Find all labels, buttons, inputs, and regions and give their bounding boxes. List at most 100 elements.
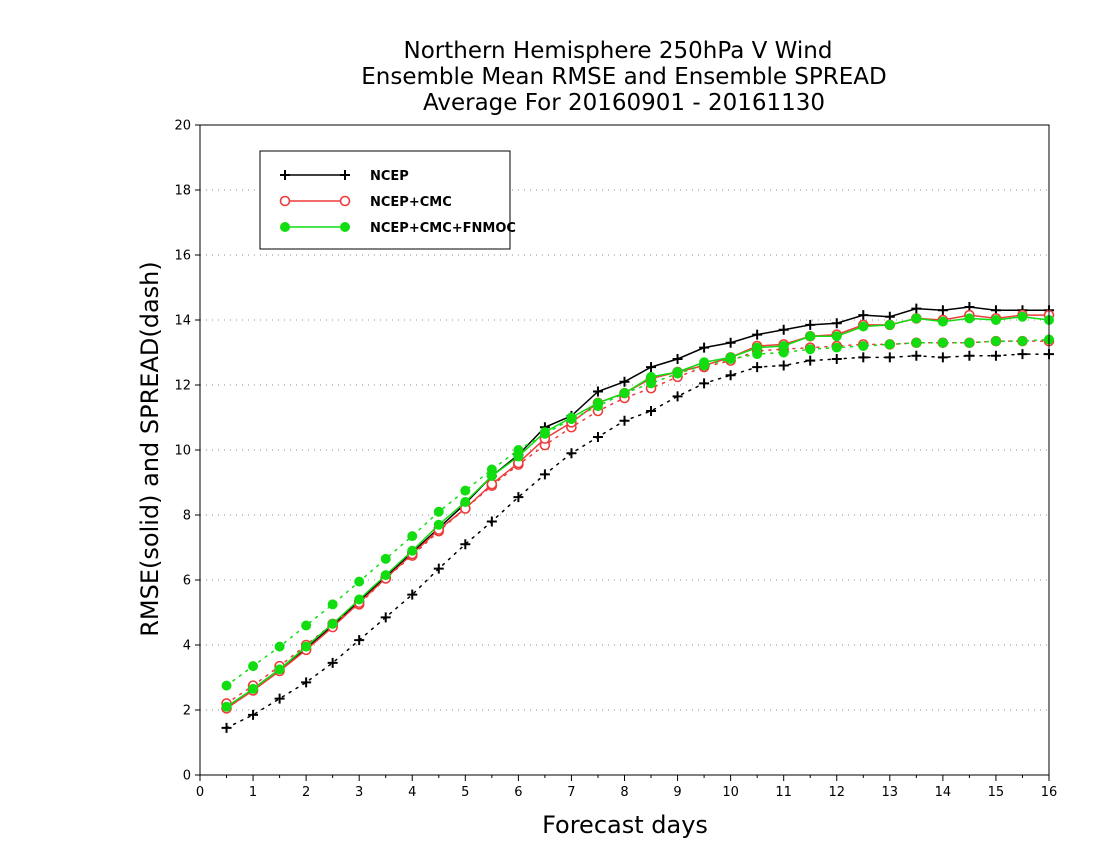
filled-circle-marker — [592, 397, 603, 408]
plus-marker — [248, 709, 259, 720]
chart-title-line-1: Northern Hemisphere 250hPa V Wind — [404, 38, 833, 64]
filled-circle-marker — [884, 339, 895, 350]
plus-marker — [831, 318, 842, 329]
y-tick-label: 6 — [183, 574, 191, 589]
plus-marker — [805, 319, 816, 330]
plus-marker — [725, 337, 736, 348]
x-tick-label: 5 — [461, 785, 469, 800]
plus-marker — [964, 350, 975, 361]
plus-marker — [340, 170, 350, 180]
plus-marker — [911, 303, 922, 314]
filled-circle-marker — [619, 388, 630, 399]
plus-marker — [672, 391, 683, 402]
filled-circle-marker — [884, 319, 895, 330]
filled-circle-marker — [805, 331, 816, 342]
plus-marker — [699, 342, 710, 353]
legend-label: NCEP+CMC+FNMOC — [370, 221, 516, 236]
y-tick-label: 0 — [183, 769, 191, 784]
plus-marker — [460, 539, 471, 550]
filled-circle-marker — [274, 641, 285, 652]
plus-marker — [937, 352, 948, 363]
x-tick-label: 4 — [408, 785, 416, 800]
plus-marker — [380, 612, 391, 623]
x-tick-label: 1 — [249, 785, 257, 800]
x-tick-label: 11 — [775, 785, 792, 800]
plus-marker — [778, 324, 789, 335]
legend-item: NCEP — [280, 169, 409, 184]
legend-item: NCEP+CMC+FNMOC — [280, 221, 516, 236]
filled-circle-marker — [539, 427, 550, 438]
series-ncep — [221, 302, 1054, 733]
filled-circle-marker — [831, 342, 842, 353]
y-tick-label: 12 — [174, 379, 191, 394]
filled-circle-marker — [937, 316, 948, 327]
filled-circle-marker — [725, 352, 736, 363]
filled-circle-marker — [460, 485, 471, 496]
y-tick-label: 14 — [174, 314, 191, 329]
x-tick-label: 10 — [722, 785, 739, 800]
x-tick-label: 6 — [514, 785, 522, 800]
y-tick-label: 18 — [174, 184, 191, 199]
filled-circle-marker — [858, 341, 869, 351]
filled-circle-marker — [831, 331, 842, 342]
filled-circle-marker — [301, 620, 312, 631]
series-ncep-cmc — [221, 309, 1055, 714]
plus-marker — [672, 354, 683, 364]
filled-circle-marker — [433, 519, 444, 530]
plus-marker — [433, 563, 444, 574]
plot-frame — [199, 124, 1050, 776]
filled-circle-marker — [380, 570, 391, 581]
filled-circle-marker — [964, 313, 975, 324]
filled-circle-marker — [858, 321, 869, 332]
legend-label: NCEP+CMC — [370, 195, 452, 210]
rmse-line — [226, 306, 1049, 709]
x-tick-label: 15 — [988, 785, 1005, 800]
filled-circle-marker — [646, 371, 657, 382]
plus-marker — [752, 329, 763, 340]
x-tick-label: 0 — [196, 785, 204, 800]
y-axis-title: RMSE(solid) and SPREAD(dash) — [136, 261, 164, 637]
plus-marker — [486, 516, 497, 527]
plus-marker — [592, 432, 603, 442]
plus-marker — [646, 362, 657, 373]
filled-circle-marker — [990, 315, 1001, 325]
filled-circle-marker — [911, 313, 922, 324]
filled-circle-marker — [354, 594, 365, 605]
x-tick-label: 2 — [302, 785, 310, 800]
x-tick-label: 9 — [673, 785, 681, 800]
spread-line — [225, 340, 1050, 705]
filled-circle-marker — [280, 222, 290, 232]
filled-circle-marker — [566, 412, 577, 423]
plus-marker — [805, 355, 816, 366]
filled-circle-marker — [433, 506, 444, 517]
plus-marker — [937, 305, 948, 316]
plus-marker — [699, 378, 710, 389]
series-ncep-cmc-fnmoc — [221, 311, 1054, 712]
x-tick-label: 8 — [620, 785, 628, 800]
filled-circle-marker — [990, 336, 1001, 347]
plot-series — [221, 302, 1055, 733]
plus-marker — [407, 589, 418, 600]
filled-circle-marker — [380, 553, 391, 564]
chart-title-line-2: Ensemble Mean RMSE and Ensemble SPREAD — [361, 64, 886, 90]
filled-circle-marker — [911, 337, 922, 348]
plus-marker — [1017, 349, 1028, 360]
filled-circle-marker — [221, 680, 232, 691]
legend-item: NCEP+CMC — [279, 195, 452, 210]
filled-circle-marker — [301, 641, 312, 652]
plus-marker — [566, 448, 577, 459]
plus-marker — [831, 354, 842, 364]
plus-marker — [884, 352, 895, 363]
filled-circle-marker — [937, 337, 948, 348]
y-tick-label: 16 — [174, 249, 191, 264]
open-circle-marker — [279, 195, 291, 207]
plus-marker — [619, 415, 630, 426]
legend: NCEP NCEP+CMC NCEP+CMC+FNMOC — [259, 150, 516, 250]
plus-marker — [646, 406, 657, 416]
filled-circle-marker — [778, 341, 789, 351]
x-axis-title: Forecast days — [542, 811, 708, 839]
legend-label: NCEP — [370, 169, 409, 184]
x-tick-label: 3 — [355, 785, 363, 800]
filled-circle-marker — [460, 497, 471, 507]
